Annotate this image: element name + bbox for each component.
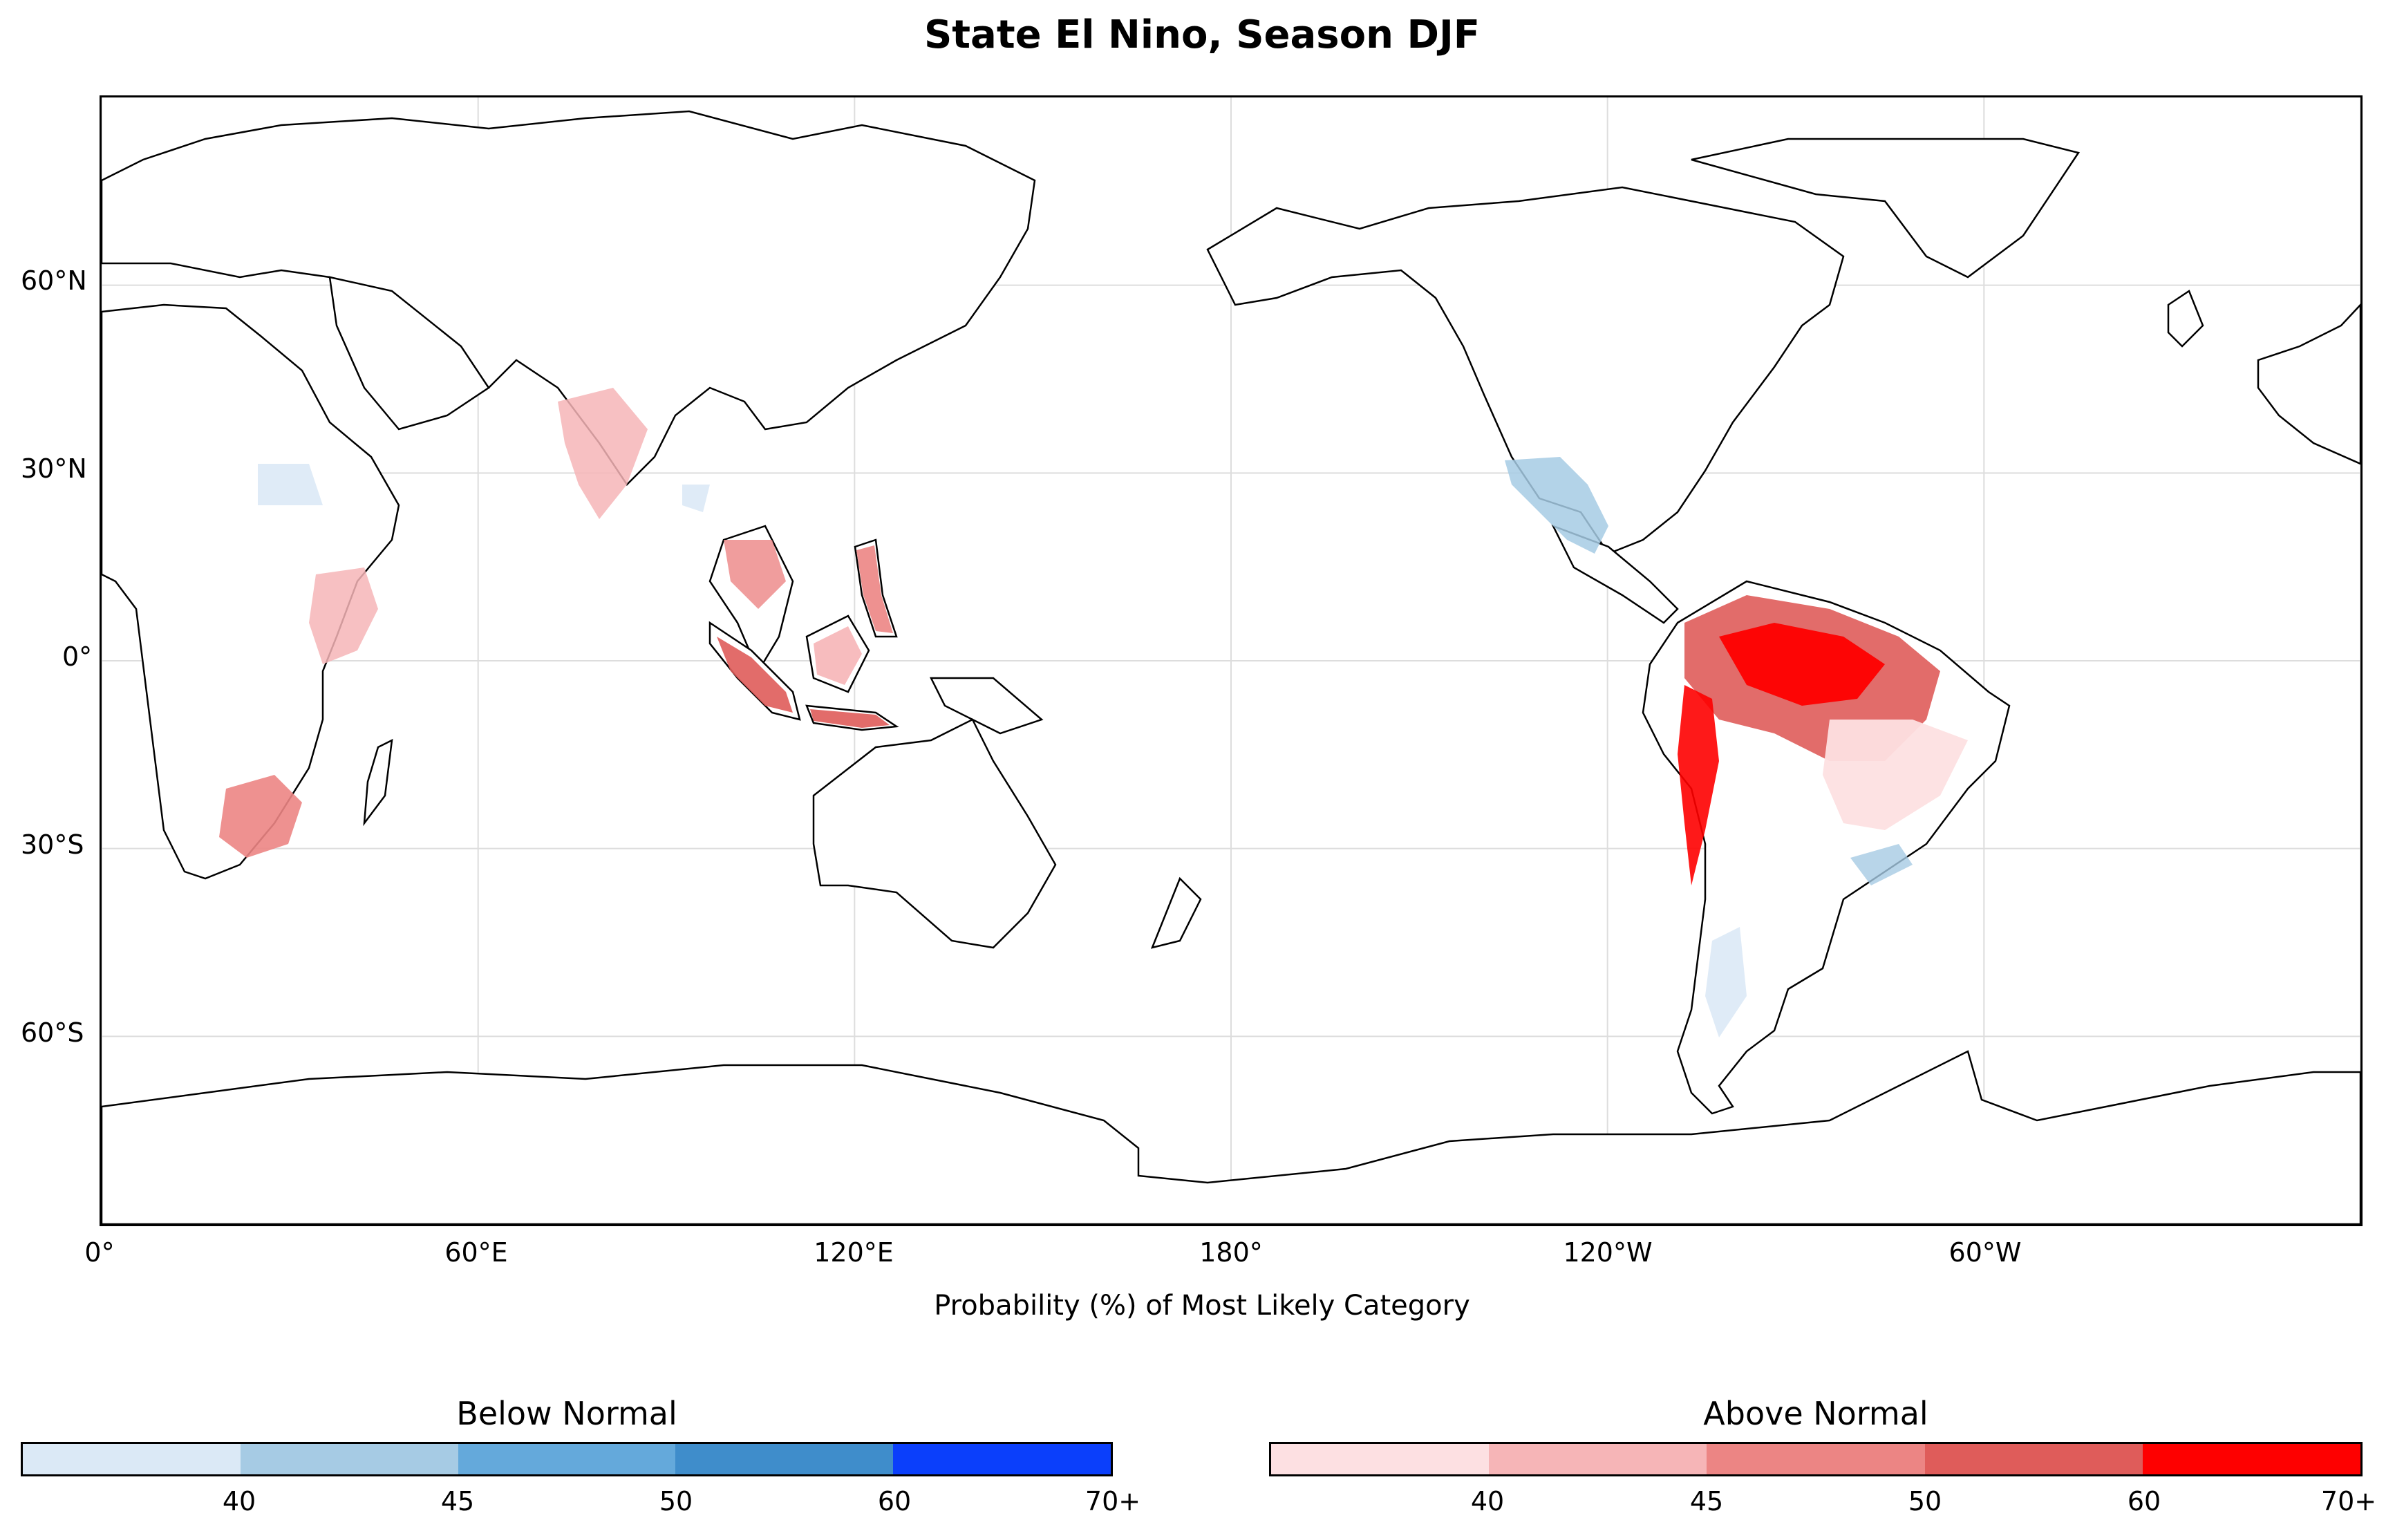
map-frame bbox=[100, 95, 2363, 1226]
below-normal-colorbar-title: Below Normal bbox=[456, 1395, 677, 1432]
egypt-below-normal bbox=[258, 464, 323, 505]
north-america-outline bbox=[1206, 186, 1845, 555]
lat-label-60s: 60°S bbox=[21, 1017, 84, 1048]
below-normal-swatch-4 bbox=[675, 1444, 894, 1474]
x-axis-label: Probability (%) of Most Likely Category bbox=[934, 1290, 1470, 1322]
southern-africa-above-normal bbox=[219, 775, 302, 858]
brazil-above-normal bbox=[1823, 720, 1968, 830]
java-above-normal bbox=[810, 709, 890, 728]
above-normal-swatch-5 bbox=[2142, 1444, 2361, 1474]
lon-label-60w: 60°W bbox=[1948, 1237, 2022, 1268]
lat-label-30n: 30°N bbox=[21, 453, 87, 484]
india-above-normal bbox=[558, 388, 648, 519]
new-guinea-outline bbox=[929, 677, 1044, 735]
uruguay-below-normal bbox=[1850, 844, 1913, 885]
below-normal-colorbar bbox=[21, 1442, 1113, 1476]
lat-label-30s: 30°S bbox=[21, 829, 84, 860]
sumatra-above-normal bbox=[717, 637, 793, 713]
chart-title: State El Nino, Season DJF bbox=[923, 12, 1481, 57]
amazon-core-above-normal bbox=[1719, 623, 1885, 706]
lon-label-0: 0° bbox=[84, 1237, 115, 1268]
borneo-above-normal bbox=[814, 626, 862, 685]
lat-label-60n: 60°N bbox=[21, 265, 87, 296]
east-africa-above-normal bbox=[309, 567, 378, 664]
mexico-below-normal bbox=[1505, 457, 1608, 554]
above-normal-colorbar-title: Above Normal bbox=[1703, 1395, 1928, 1432]
below-normal-swatch-3 bbox=[458, 1444, 676, 1474]
africa-outline bbox=[102, 303, 400, 880]
patagonia-below-normal bbox=[1705, 927, 1747, 1037]
indochina-above-normal bbox=[724, 540, 786, 609]
below-normal-swatch-1 bbox=[23, 1444, 241, 1474]
above-normal-colorbar bbox=[1269, 1442, 2363, 1476]
arabia-outline bbox=[328, 276, 490, 431]
above-normal-tick-70: 70+ bbox=[2320, 1486, 2377, 1516]
above-normal-swatch-1 bbox=[1271, 1444, 1490, 1474]
central-america-outline bbox=[1551, 524, 1679, 624]
probability-fill bbox=[219, 388, 1968, 1037]
map-canvas bbox=[102, 97, 2360, 1224]
above-normal-tick-50: 50 bbox=[1908, 1486, 1942, 1516]
below-normal-tick-70: 70+ bbox=[1084, 1486, 1141, 1516]
madagascar-outline bbox=[363, 738, 393, 827]
myanmar-below-normal bbox=[682, 485, 710, 512]
above-normal-tick-45: 45 bbox=[1689, 1486, 1724, 1516]
lon-label-120e: 120°E bbox=[814, 1237, 894, 1268]
lat-label-equator: 0° bbox=[62, 641, 93, 672]
andes-above-normal bbox=[1678, 685, 1719, 885]
below-normal-swatch-5 bbox=[893, 1444, 1111, 1474]
below-normal-tick-50: 50 bbox=[659, 1486, 693, 1516]
australia-outline bbox=[812, 718, 1057, 949]
lon-label-60e: 60°E bbox=[444, 1237, 508, 1268]
above-normal-swatch-2 bbox=[1489, 1444, 1707, 1474]
british-isles-outline bbox=[2167, 290, 2204, 348]
lon-label-180: 180° bbox=[1199, 1237, 1263, 1268]
coastlines bbox=[102, 110, 2360, 1224]
antarctica-outline bbox=[102, 1050, 2360, 1224]
new-zealand-outline bbox=[1150, 876, 1202, 949]
above-normal-tick-40: 40 bbox=[1470, 1486, 1505, 1516]
philippines-above-normal bbox=[856, 545, 893, 633]
below-normal-tick-60: 60 bbox=[877, 1486, 912, 1516]
above-normal-tick-60: 60 bbox=[2127, 1486, 2161, 1516]
europe-east-edge bbox=[2257, 303, 2360, 465]
lon-label-120w: 120°W bbox=[1563, 1237, 1653, 1268]
below-normal-tick-45: 45 bbox=[440, 1486, 475, 1516]
above-normal-swatch-3 bbox=[1707, 1444, 1925, 1474]
greenland-outline bbox=[1691, 138, 2081, 279]
below-normal-tick-40: 40 bbox=[222, 1486, 256, 1516]
above-normal-swatch-4 bbox=[1924, 1444, 2143, 1474]
below-normal-swatch-2 bbox=[240, 1444, 458, 1474]
